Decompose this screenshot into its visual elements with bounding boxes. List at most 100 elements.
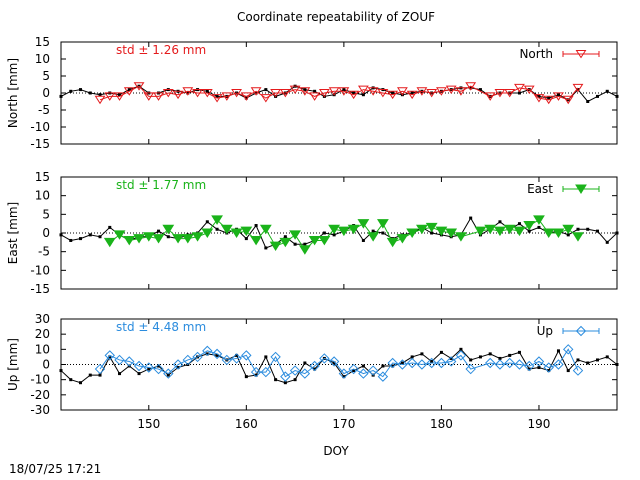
legend-label: North xyxy=(519,47,553,61)
reference-point xyxy=(283,381,287,385)
series-point-up xyxy=(163,368,174,379)
std-label: std ± 1.26 mm xyxy=(116,43,206,57)
reference-point xyxy=(88,373,92,377)
reference-point xyxy=(118,372,122,376)
series-point-north xyxy=(182,87,194,96)
reference-point xyxy=(576,227,580,231)
series-point-up xyxy=(524,360,535,372)
plot-frame xyxy=(60,176,618,290)
y-tick-label: -10 xyxy=(30,120,50,134)
x-tick-label: 150 xyxy=(137,417,160,431)
series-point-east xyxy=(445,228,458,238)
reference-point xyxy=(361,93,365,97)
series-point-north xyxy=(270,89,282,98)
series-point-east xyxy=(191,232,204,242)
reference-point xyxy=(166,235,170,239)
series-point-up xyxy=(231,353,242,364)
series-point-east xyxy=(367,232,380,242)
series-point-north xyxy=(445,85,457,95)
series-point-north xyxy=(309,92,321,101)
series-point-east xyxy=(542,228,555,238)
series-point-east xyxy=(113,230,126,240)
reference-point xyxy=(303,242,307,246)
series-point-north xyxy=(465,82,477,91)
series-point-up xyxy=(221,354,233,366)
reference-point xyxy=(244,96,248,100)
series-point-east xyxy=(318,235,331,246)
reference-point xyxy=(69,378,73,382)
series-point-east xyxy=(308,235,321,246)
series-point-north xyxy=(523,85,535,95)
y-tick-label: -5 xyxy=(38,245,50,259)
series-point-up xyxy=(514,359,525,370)
y-tick-label: 0 xyxy=(42,226,50,240)
reference-point xyxy=(235,353,239,357)
y-tick-label: -15 xyxy=(30,282,50,296)
series-point-up xyxy=(377,371,389,382)
series-point-up xyxy=(133,360,145,372)
series-point-east xyxy=(386,237,399,248)
reference-point xyxy=(439,350,443,354)
series-point-east xyxy=(201,228,214,238)
reference-point xyxy=(469,358,473,362)
series-point-east xyxy=(142,232,155,242)
series-point-east xyxy=(250,235,262,246)
series-point-east xyxy=(289,230,302,240)
reference-point xyxy=(556,349,560,353)
legend-label: East xyxy=(527,182,553,196)
series-point-east xyxy=(279,237,292,248)
reference-point xyxy=(595,94,599,98)
series-point-up xyxy=(260,366,272,378)
reference-point xyxy=(254,373,258,377)
series-point-north xyxy=(143,92,155,101)
reference-point xyxy=(205,220,209,224)
reference-point xyxy=(595,229,599,233)
series-point-north xyxy=(172,90,184,100)
reference-point xyxy=(215,353,219,357)
reference-point xyxy=(215,94,219,98)
reference-point xyxy=(352,369,356,373)
series-point-north xyxy=(396,87,408,96)
series-point-up xyxy=(289,365,301,376)
legend-marker xyxy=(575,325,587,337)
reference-point xyxy=(69,238,73,242)
reference-point xyxy=(391,91,395,95)
reference-point xyxy=(371,229,375,233)
series-point-east xyxy=(123,235,136,246)
series-line-up xyxy=(99,348,579,378)
series-point-north xyxy=(455,87,467,96)
series-point-north xyxy=(484,92,496,101)
series-point-north xyxy=(553,92,564,101)
series-point-east xyxy=(259,224,272,235)
series-point-east xyxy=(474,226,487,237)
legend-marker xyxy=(575,184,587,194)
series-point-north xyxy=(250,87,262,96)
series-point-up xyxy=(172,359,184,370)
reference-point xyxy=(244,237,248,241)
reference-point xyxy=(264,246,268,250)
series-point-east xyxy=(220,224,233,235)
series-point-east xyxy=(357,219,370,229)
series-point-north xyxy=(504,89,516,98)
reference-point xyxy=(264,355,268,359)
reference-point xyxy=(157,229,161,233)
y-tick-label: 0 xyxy=(42,86,50,100)
series-point-east xyxy=(455,232,467,242)
series-point-east xyxy=(211,215,223,225)
reference-point xyxy=(527,367,531,371)
reference-point xyxy=(391,364,395,368)
series-line-north xyxy=(99,85,579,101)
series-point-up xyxy=(94,363,106,375)
series-point-north xyxy=(562,95,574,105)
reference-point xyxy=(215,227,219,231)
series-point-up xyxy=(445,356,457,367)
reference-point xyxy=(79,381,83,385)
reference-point xyxy=(566,369,570,373)
series-point-north xyxy=(572,83,584,93)
series-point-north xyxy=(494,89,506,98)
x-tick-label: 180 xyxy=(430,417,453,431)
reference-point xyxy=(517,222,521,226)
reference-point xyxy=(449,356,453,360)
series-point-east xyxy=(572,232,584,242)
reference-point xyxy=(381,231,385,235)
